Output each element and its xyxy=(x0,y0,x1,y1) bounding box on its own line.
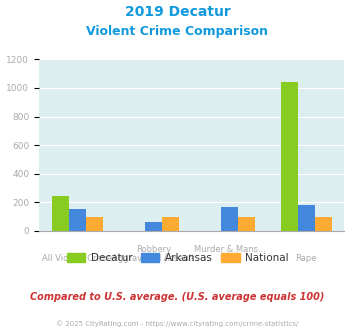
Bar xyxy=(86,217,103,231)
Bar xyxy=(145,222,162,231)
Bar xyxy=(69,209,86,231)
Text: Rape: Rape xyxy=(295,254,317,263)
Bar xyxy=(162,217,179,231)
Text: Murder & Mans...: Murder & Mans... xyxy=(194,245,266,253)
Bar xyxy=(222,208,238,231)
Text: Violent Crime Comparison: Violent Crime Comparison xyxy=(87,25,268,38)
Bar xyxy=(281,82,298,231)
Text: © 2025 CityRating.com - https://www.cityrating.com/crime-statistics/: © 2025 CityRating.com - https://www.city… xyxy=(56,320,299,327)
Text: All Violent Crime: All Violent Crime xyxy=(42,254,112,263)
Bar xyxy=(298,205,315,231)
Bar xyxy=(238,217,255,231)
Text: Robbery: Robbery xyxy=(136,245,171,253)
Bar xyxy=(52,196,69,231)
Bar xyxy=(315,217,332,231)
Text: 2019 Decatur: 2019 Decatur xyxy=(125,5,230,19)
Text: Aggravated Assault: Aggravated Assault xyxy=(112,254,195,263)
Text: Compared to U.S. average. (U.S. average equals 100): Compared to U.S. average. (U.S. average … xyxy=(30,292,325,302)
Legend: Decatur, Arkansas, National: Decatur, Arkansas, National xyxy=(62,248,293,267)
